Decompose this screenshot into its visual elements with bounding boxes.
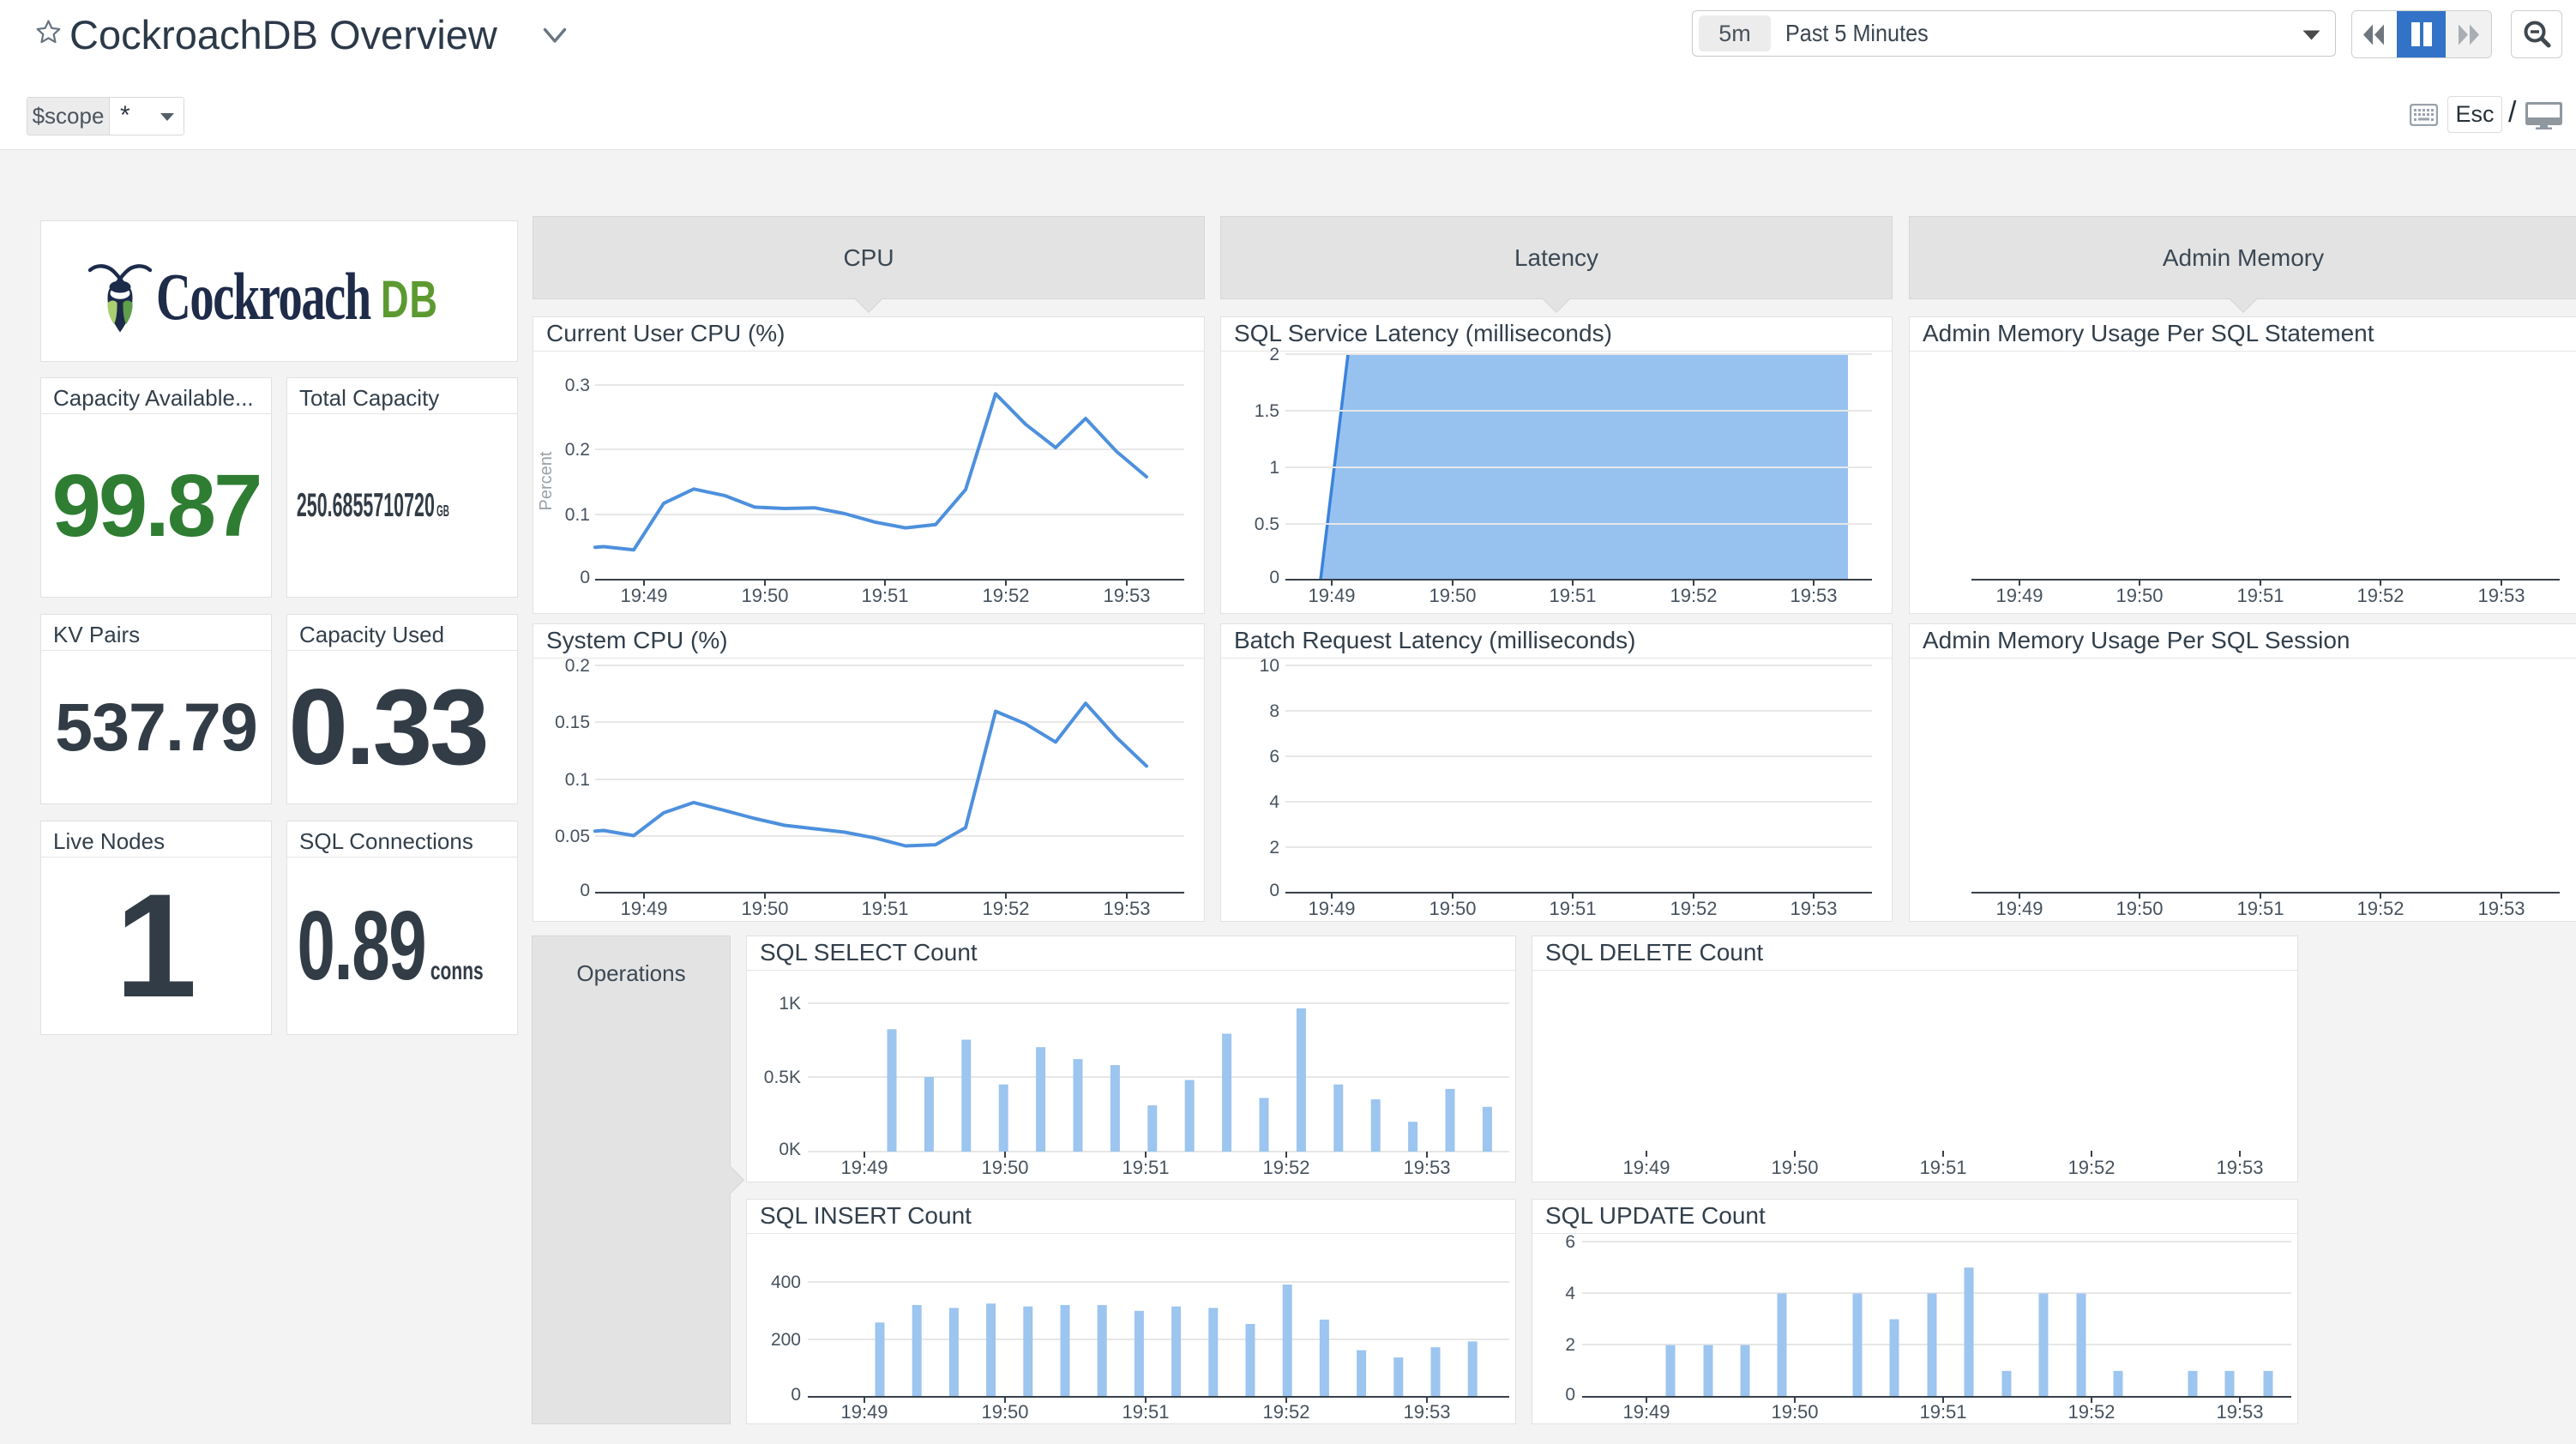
svg-text:19:50: 19:50 — [1771, 1157, 1818, 1178]
svg-text:19:49: 19:49 — [840, 1157, 888, 1178]
svg-text:19:51: 19:51 — [861, 898, 908, 919]
svg-text:19:53: 19:53 — [2216, 1401, 2263, 1423]
svg-text:0: 0 — [1269, 881, 1279, 900]
svg-text:19:51: 19:51 — [2236, 898, 2284, 919]
svg-text:0: 0 — [791, 1385, 801, 1405]
svg-text:19:49: 19:49 — [1995, 585, 2043, 606]
svg-text:0.1: 0.1 — [565, 505, 590, 525]
svg-text:0.3: 0.3 — [565, 376, 590, 395]
svg-text:0.2: 0.2 — [565, 656, 590, 676]
svg-text:19:53: 19:53 — [1103, 585, 1150, 606]
svg-text:19:52: 19:52 — [1262, 1401, 1309, 1423]
svg-text:0: 0 — [1269, 568, 1279, 587]
svg-text:19:50: 19:50 — [2116, 898, 2163, 919]
svg-text:19:51: 19:51 — [861, 585, 908, 606]
svg-text:19:49: 19:49 — [1308, 898, 1355, 919]
svg-text:19:50: 19:50 — [1429, 585, 1476, 606]
svg-text:19:52: 19:52 — [2356, 898, 2404, 919]
svg-text:2: 2 — [1269, 345, 1279, 364]
svg-text:2: 2 — [1269, 838, 1279, 857]
svg-text:19:49: 19:49 — [840, 1401, 888, 1423]
svg-text:6: 6 — [1565, 1232, 1575, 1252]
svg-text:19:53: 19:53 — [1103, 898, 1150, 919]
svg-text:6: 6 — [1269, 747, 1279, 767]
svg-text:0: 0 — [580, 881, 590, 900]
svg-text:Percent: Percent — [537, 451, 556, 510]
svg-text:1.5: 1.5 — [1255, 401, 1279, 421]
svg-text:8: 8 — [1269, 701, 1279, 721]
svg-text:400: 400 — [771, 1273, 801, 1292]
svg-text:19:53: 19:53 — [1403, 1157, 1450, 1178]
svg-text:19:50: 19:50 — [741, 585, 788, 606]
svg-text:0.1: 0.1 — [565, 770, 590, 790]
svg-text:19:49: 19:49 — [1995, 898, 2043, 919]
svg-text:0.5K: 0.5K — [764, 1068, 801, 1087]
svg-text:19:49: 19:49 — [1622, 1401, 1670, 1423]
svg-text:19:51: 19:51 — [2236, 585, 2284, 606]
svg-text:0.05: 0.05 — [555, 827, 590, 846]
svg-text:0.15: 0.15 — [555, 713, 590, 732]
svg-text:19:51: 19:51 — [1122, 1401, 1169, 1423]
svg-text:0: 0 — [1565, 1385, 1575, 1405]
svg-text:19:49: 19:49 — [1622, 1157, 1670, 1178]
svg-text:19:52: 19:52 — [2067, 1157, 2115, 1178]
svg-text:19:50: 19:50 — [1771, 1401, 1818, 1423]
svg-text:19:51: 19:51 — [1122, 1157, 1169, 1178]
svg-text:1K: 1K — [779, 994, 801, 1014]
svg-text:19:52: 19:52 — [1670, 898, 1717, 919]
svg-text:0.2: 0.2 — [565, 440, 590, 460]
svg-text:200: 200 — [771, 1330, 801, 1350]
svg-text:19:52: 19:52 — [1262, 1157, 1309, 1178]
svg-text:19:50: 19:50 — [2116, 585, 2163, 606]
svg-text:19:53: 19:53 — [2216, 1157, 2263, 1178]
svg-text:19:52: 19:52 — [1670, 585, 1717, 606]
svg-text:19:50: 19:50 — [981, 1157, 1028, 1178]
svg-text:19:51: 19:51 — [1919, 1157, 1966, 1178]
svg-text:19:53: 19:53 — [1790, 585, 1837, 606]
svg-text:19:49: 19:49 — [620, 898, 667, 919]
svg-text:4: 4 — [1269, 792, 1279, 812]
svg-text:2: 2 — [1565, 1335, 1575, 1355]
svg-text:4: 4 — [1565, 1284, 1575, 1303]
svg-text:10: 10 — [1260, 656, 1279, 676]
svg-text:19:52: 19:52 — [2067, 1401, 2115, 1423]
svg-text:19:51: 19:51 — [1549, 898, 1596, 919]
svg-text:19:49: 19:49 — [1308, 585, 1355, 606]
svg-text:19:52: 19:52 — [2356, 585, 2404, 606]
svg-text:19:50: 19:50 — [981, 1401, 1028, 1423]
svg-text:19:49: 19:49 — [620, 585, 667, 606]
svg-text:1: 1 — [1269, 458, 1279, 478]
svg-text:19:53: 19:53 — [2477, 585, 2525, 606]
svg-text:19:53: 19:53 — [2477, 898, 2525, 919]
svg-text:0: 0 — [580, 568, 590, 587]
svg-text:19:52: 19:52 — [982, 898, 1029, 919]
svg-text:19:52: 19:52 — [982, 585, 1029, 606]
svg-text:19:51: 19:51 — [1919, 1401, 1966, 1423]
svg-text:19:50: 19:50 — [1429, 898, 1476, 919]
svg-text:19:53: 19:53 — [1790, 898, 1837, 919]
svg-text:0.5: 0.5 — [1255, 514, 1279, 534]
svg-text:19:50: 19:50 — [741, 898, 788, 919]
svg-text:0K: 0K — [779, 1140, 801, 1159]
svg-text:19:51: 19:51 — [1549, 585, 1596, 606]
svg-text:19:53: 19:53 — [1403, 1401, 1450, 1423]
